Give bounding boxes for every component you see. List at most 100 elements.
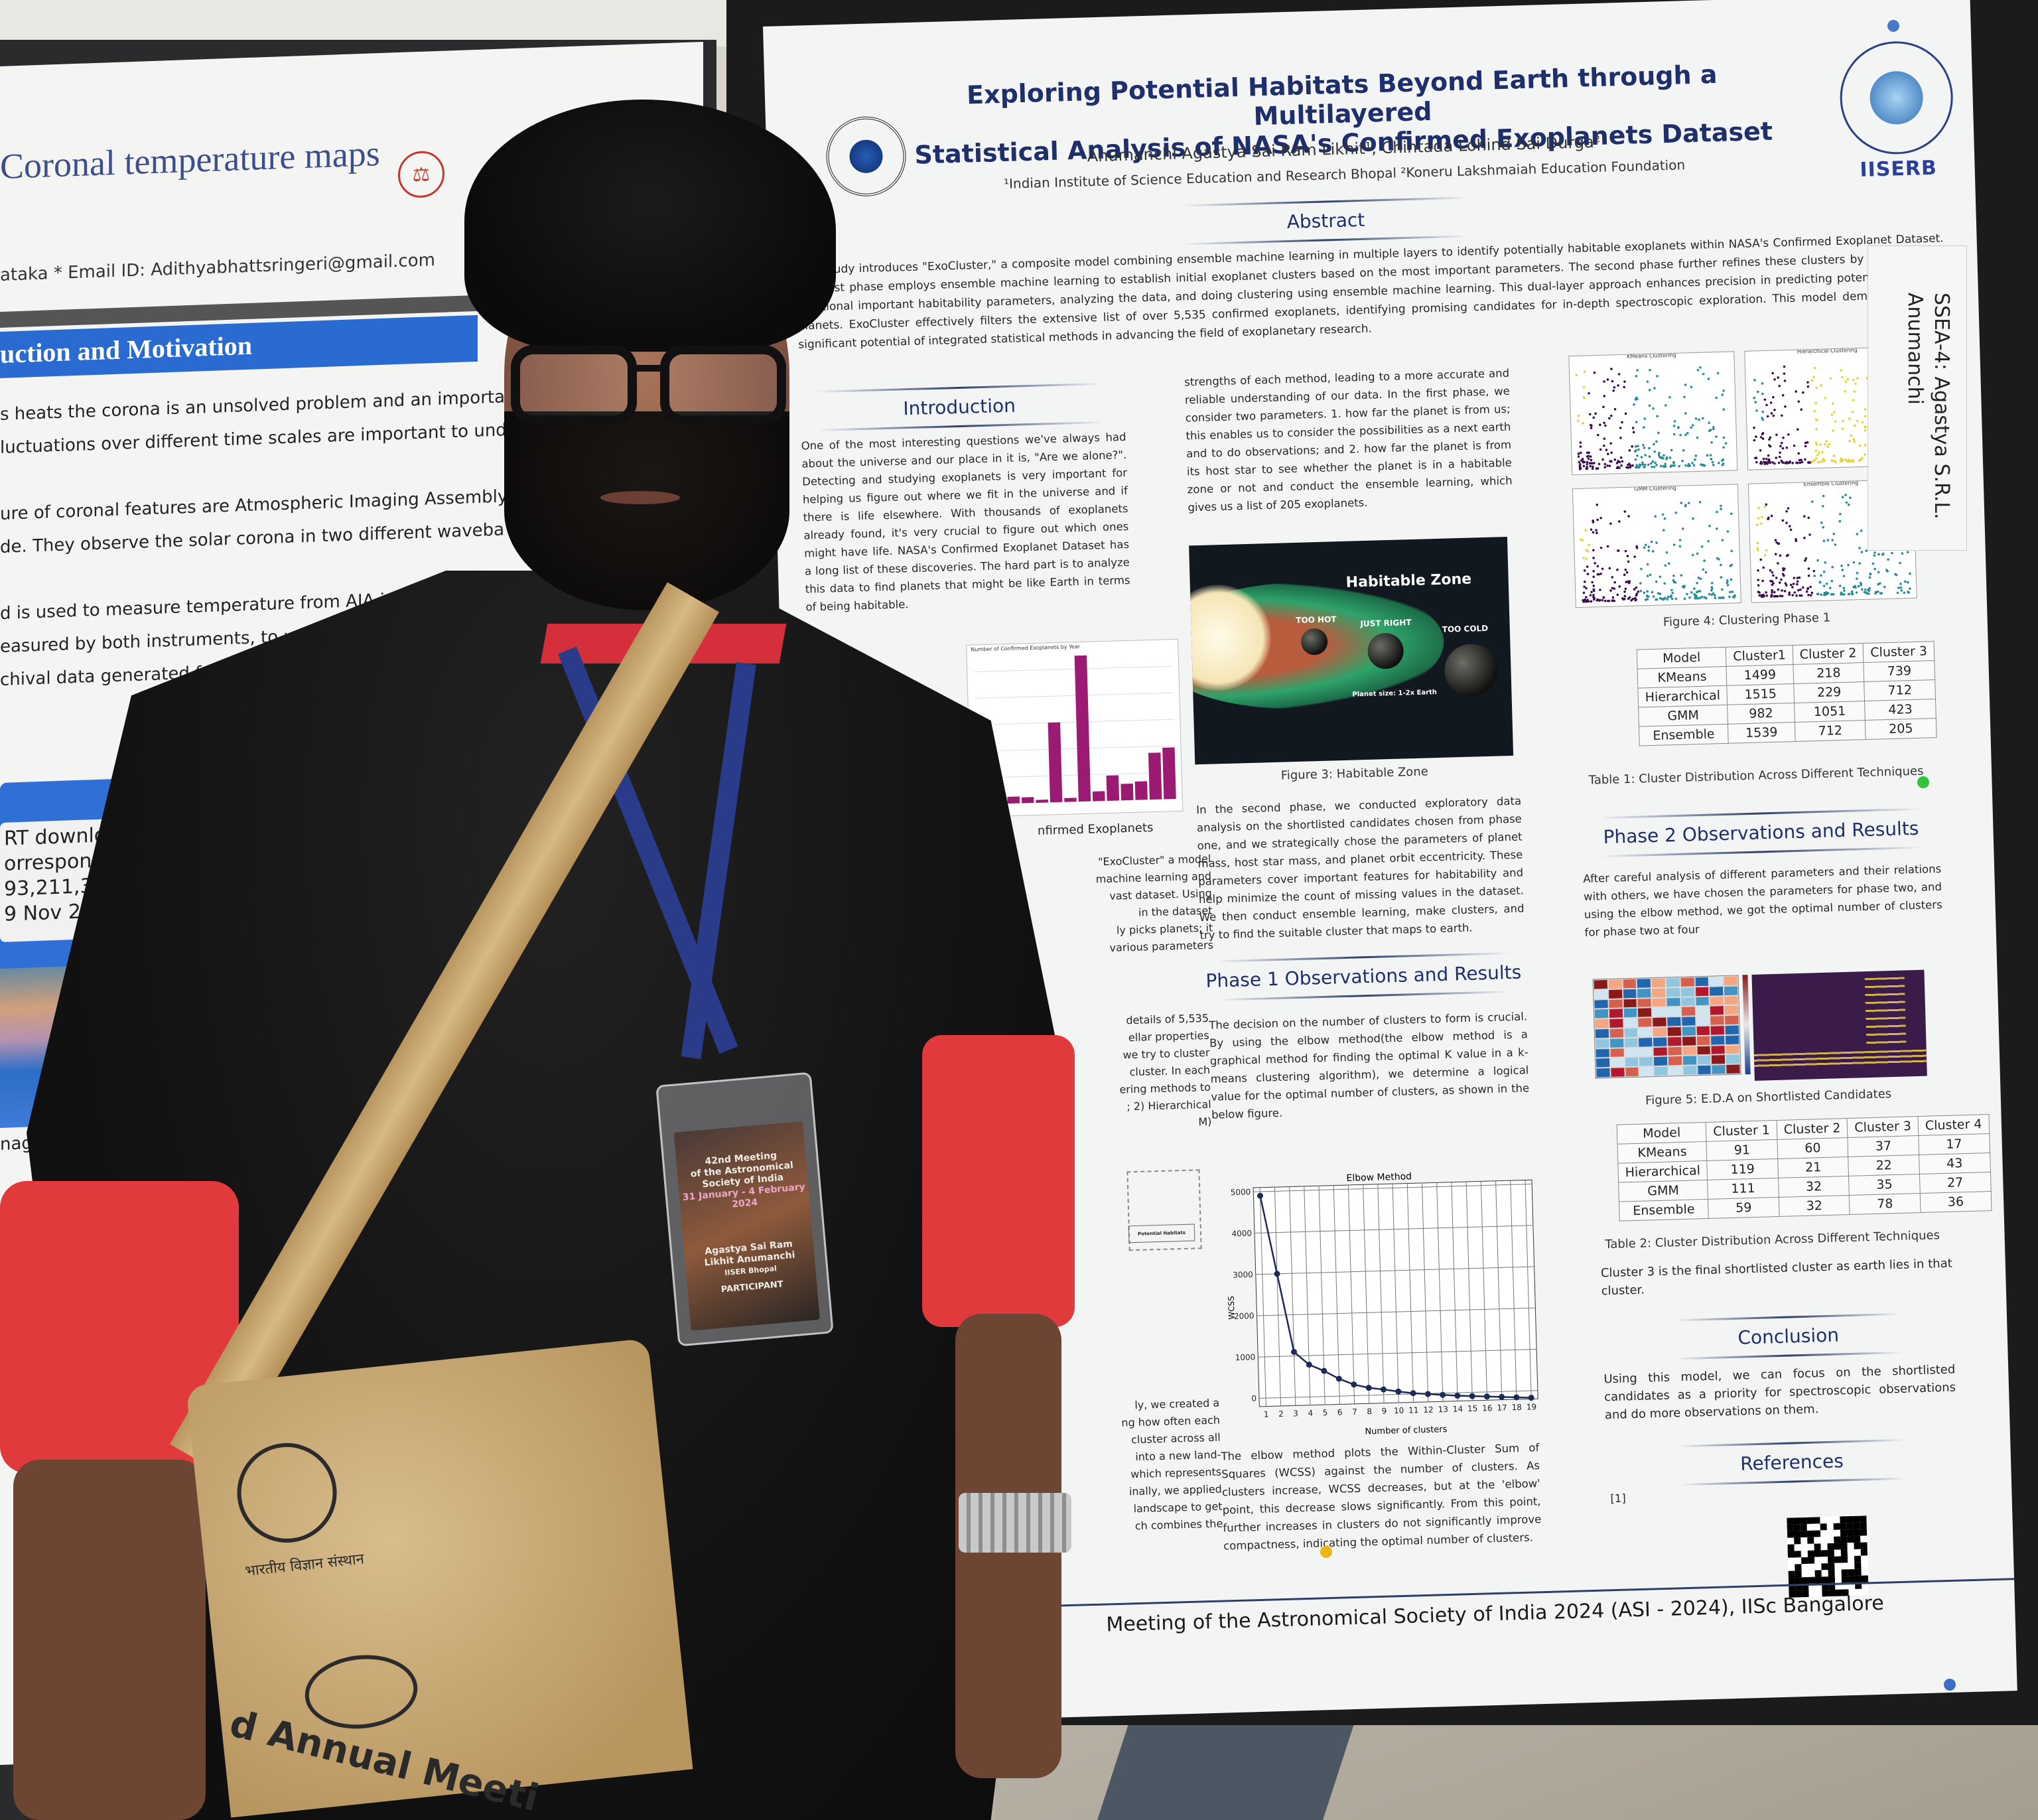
svg-text:1: 1: [1264, 1410, 1269, 1419]
table-cell: 32: [1778, 1176, 1850, 1198]
push-pin-icon: [1320, 1546, 1332, 1558]
phase-2-method-text: In the second phase, we conducted explor…: [1195, 794, 1525, 942]
flow-diagram: Potential Habitats: [1126, 1169, 1202, 1251]
svg-text:5000: 5000: [1231, 1187, 1251, 1197]
svg-text:19: 19: [1527, 1402, 1537, 1411]
svg-text:2: 2: [1278, 1409, 1284, 1419]
table-header: Model: [1637, 647, 1727, 669]
svg-text:1000: 1000: [1235, 1352, 1256, 1362]
svg-text:WCSS: WCSS: [1227, 1296, 1237, 1320]
conclusion-text: Using this model, we can focus on the sh…: [1603, 1362, 1956, 1423]
svg-text:16: 16: [1482, 1403, 1493, 1413]
table-cell: 739: [1864, 660, 1935, 682]
table-2-caption: Table 2: Cluster Distribution Across Dif…: [1605, 1228, 1940, 1252]
left-poster-section-title: uction and Motivation: [0, 330, 253, 369]
poster-id-text: SSEA-4: Agastya S.R.L. Anumanchi: [1901, 293, 1954, 520]
table-cell: 712: [1795, 720, 1866, 742]
table-cell: 21: [1777, 1156, 1849, 1178]
exoplanets-by-year-chart: Number of Confirmed Exoplanets by Year: [966, 638, 1184, 817]
abstract-heading: Abstract: [1166, 206, 1485, 236]
table-header: Cluster 2: [1776, 1118, 1848, 1140]
table-cell: 17: [1918, 1133, 1990, 1155]
svg-text:3: 3: [1293, 1409, 1298, 1418]
habitable-zone-figure: Habitable Zone TOO HOT JUST RIGHT TOO CO…: [1189, 536, 1514, 765]
text-line: ch combines the: [1134, 1517, 1223, 1533]
table-header: Cluster1: [1726, 645, 1793, 667]
table-cell: 205: [1865, 718, 1937, 740]
table-cell: 60: [1777, 1137, 1849, 1159]
text-line: ; 2) Hierarchical: [1126, 1097, 1211, 1113]
elbow-explanation-text: The elbow method plots the Within-Cluste…: [1221, 1441, 1542, 1553]
too-hot-label: TOO HOT: [1296, 614, 1337, 625]
table-cell: 59: [1708, 1197, 1780, 1219]
svg-text:13: 13: [1438, 1405, 1448, 1414]
svg-text:2000: 2000: [1234, 1311, 1255, 1321]
svg-text:10: 10: [1394, 1406, 1404, 1415]
figure-2-caption-fragment: nfirmed Exoplanets: [1037, 821, 1154, 838]
table-cell: 1051: [1794, 701, 1866, 723]
svg-text:12: 12: [1423, 1405, 1434, 1415]
phase-1-heading: Phase 1 Observations and Results: [1201, 961, 1527, 992]
table-cell: 111: [1707, 1178, 1779, 1200]
svg-text:4000: 4000: [1231, 1229, 1252, 1239]
person-hair: [464, 100, 836, 352]
svg-text:5: 5: [1323, 1408, 1328, 1417]
phase-1-text: The decision on the number of clusters t…: [1209, 1010, 1530, 1121]
phase-2-heading: Phase 2 Observations and Results: [1582, 817, 1940, 849]
table-cell: Hierarchical: [1617, 1160, 1708, 1183]
institution-logo-icon: ⚖: [398, 150, 444, 199]
iiser-logo-icon: [1838, 39, 1955, 156]
table-cell: 1539: [1728, 722, 1795, 744]
figure-4-caption: Figure 4: Clustering Phase 1: [1663, 610, 1831, 630]
table-header: Model: [1617, 1122, 1707, 1145]
badge-card: 42nd Meeting of the Astronomical Society…: [673, 1121, 820, 1331]
table-header: Cluster 3: [1863, 641, 1935, 663]
flow-diagram-box: Potential Habitats: [1128, 1224, 1195, 1243]
table-cell: GMM: [1638, 705, 1728, 727]
table-cell: 1515: [1727, 683, 1795, 705]
table-cell: 91: [1706, 1139, 1778, 1161]
introduction-text: One of the most interesting questions we…: [801, 430, 1130, 614]
table-cell: 229: [1793, 681, 1865, 703]
just-right-label: JUST RIGHT: [1360, 618, 1412, 629]
table-cell: Ensemble: [1639, 724, 1729, 746]
table-cell: 712: [1864, 679, 1936, 701]
push-pin-icon: [1944, 1679, 1956, 1691]
reference-item: [1]: [1610, 1492, 1627, 1505]
asi-emblem-icon: [301, 1649, 421, 1734]
table-cell: KMeans: [1617, 1141, 1708, 1164]
table-cell: 423: [1864, 699, 1936, 721]
table-cell: 36: [1920, 1191, 1992, 1213]
missing-values-heatmap: [1751, 969, 1927, 1081]
table-cell: 37: [1848, 1135, 1919, 1157]
table-cell: 43: [1919, 1153, 1990, 1174]
left-poster-email: ataka * Email ID: Adithyabhattsringeri@g…: [0, 250, 435, 285]
svg-text:3000: 3000: [1233, 1270, 1253, 1280]
asi-logo-icon: [825, 115, 908, 198]
correlation-heatmap: [1592, 975, 1741, 1079]
svg-text:11: 11: [1408, 1405, 1419, 1415]
svg-text:0: 0: [1251, 1394, 1257, 1403]
svg-text:8: 8: [1367, 1407, 1372, 1416]
method-text-fragment-2: details of 5,535 ellar properties we try…: [1089, 1010, 1212, 1134]
person-beard: [504, 411, 789, 610]
wristwatch-icon: [959, 1493, 1071, 1553]
table-header: Cluster 2: [1792, 643, 1864, 665]
table-1: Model Cluster1 Cluster 2 Cluster 3 KMean…: [1636, 641, 1937, 746]
table-cell: 119: [1707, 1158, 1779, 1180]
eyeglasses-icon: [504, 345, 789, 431]
table-cell: 22: [1848, 1155, 1920, 1176]
method-text-fragment: "ExoCluster" a model machine learning an…: [1078, 851, 1213, 958]
iisc-emblem-icon: [232, 1438, 342, 1548]
text-line: M): [1198, 1115, 1212, 1129]
introduction-heading: Introduction: [800, 391, 1119, 422]
gmm-scatter-plot: GMM Clustering: [1572, 484, 1741, 608]
table-2: Model Cluster 1 Cluster 2 Cluster 3 Clus…: [1616, 1114, 1992, 1222]
table-cell: 78: [1849, 1193, 1921, 1215]
poster-id-tag: SSEA-4: Agastya S.R.L. Anumanchi: [1868, 245, 1967, 551]
methodology-continued-text: strengths of each method, leading to a m…: [1184, 366, 1513, 514]
red-sleeve-right: [922, 1035, 1075, 1327]
table-cell: 32: [1779, 1195, 1850, 1217]
poster-id-line-1: SSEA-4: Agastya S.R.L.: [1930, 293, 1953, 520]
